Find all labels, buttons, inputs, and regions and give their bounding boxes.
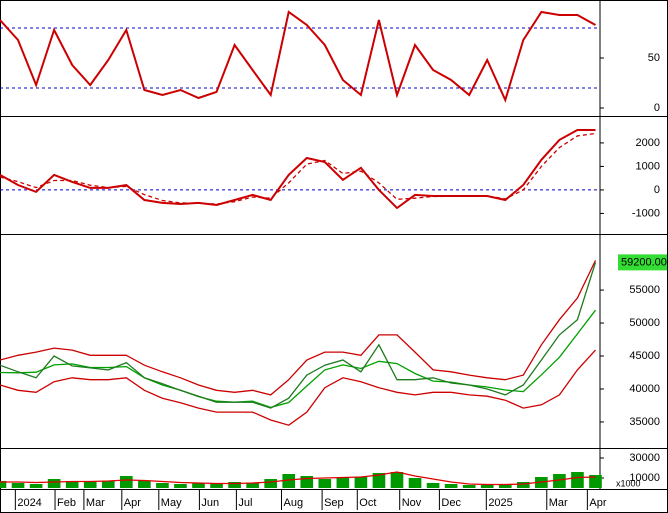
last-price-label: 59200.00 [621, 256, 667, 268]
volume-bar [571, 472, 584, 488]
volume-bar [336, 478, 350, 488]
x-tick-label: 2024 [17, 497, 41, 509]
y-tick-label: 40000 [629, 383, 660, 395]
x-tick-label: Jul [238, 497, 252, 509]
x-tick-label: May [161, 497, 182, 509]
x-tick-label: Oct [359, 497, 376, 509]
x-tick-label: Mar [86, 497, 105, 509]
series-line [0, 132, 596, 205]
x-tick-label: Apr [589, 497, 606, 509]
series-line [0, 471, 596, 486]
volume-bar [390, 472, 404, 488]
x-tick-label: Feb [57, 497, 76, 509]
volume-bar [47, 479, 61, 488]
volume-bar [426, 483, 440, 488]
x-tick-label: Sep [324, 497, 344, 509]
volume-bar [264, 479, 277, 488]
x-tick-label: Dec [441, 497, 461, 509]
y-tick-label: -1000 [632, 207, 660, 219]
y-tick-label: 0 [654, 184, 660, 196]
volume-bar [354, 477, 368, 488]
x-tick-label: Mar [549, 497, 568, 509]
x-tick-label: 2025 [488, 497, 512, 509]
volume-bar [462, 485, 476, 488]
volume-bar [372, 473, 386, 488]
volume-bar [498, 484, 512, 488]
volume-bar [553, 474, 566, 488]
volume-bar [246, 483, 259, 488]
volume-bar [65, 482, 79, 488]
y-tick-label: 35000 [629, 416, 660, 428]
y-tick-label: 0 [654, 102, 660, 114]
x-tick-label: Jun [201, 497, 219, 509]
y-tick-label: 30000 [629, 452, 660, 464]
last-price-box [618, 254, 667, 271]
volume-bar [29, 484, 43, 488]
series-line [0, 349, 596, 426]
volume-bar [156, 483, 169, 488]
volume-bar [138, 481, 151, 488]
volume-bar [174, 484, 187, 488]
series-line [0, 10, 596, 103]
volume-bar [101, 481, 115, 488]
volume-bar [282, 474, 296, 488]
series-line [0, 309, 597, 409]
volume-bar [516, 482, 530, 488]
y-tick-label: 50000 [629, 317, 660, 329]
y-tick-label: 10000 [629, 472, 660, 484]
volume-bar [318, 479, 332, 488]
volume-bar [11, 483, 25, 488]
volume-bar [83, 482, 97, 488]
volume-bar [192, 483, 205, 488]
x-tick-label: Aug [284, 497, 304, 509]
y-tick-label: 2000 [636, 137, 660, 149]
volume-bar [228, 482, 241, 488]
volume-bar [480, 485, 494, 488]
volume-bar [0, 481, 7, 488]
unit-label: x1000 [616, 478, 641, 488]
y-tick-label: 50 [648, 52, 660, 64]
volume-bar [408, 478, 422, 488]
volume-bar [120, 476, 133, 488]
volume-bar [589, 475, 602, 488]
series-line [0, 260, 597, 396]
series-line [0, 262, 597, 409]
y-tick-label: 1000 [636, 160, 660, 172]
x-tick-label: Apr [124, 497, 141, 509]
y-tick-label: 45000 [629, 350, 660, 362]
y-tick-label: 55000 [629, 284, 660, 296]
x-tick-label: Nov [402, 497, 422, 509]
volume-bar [210, 484, 223, 488]
volume-bar [444, 484, 458, 488]
